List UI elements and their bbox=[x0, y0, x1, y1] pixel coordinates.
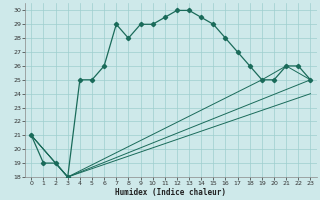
X-axis label: Humidex (Indice chaleur): Humidex (Indice chaleur) bbox=[116, 188, 226, 197]
